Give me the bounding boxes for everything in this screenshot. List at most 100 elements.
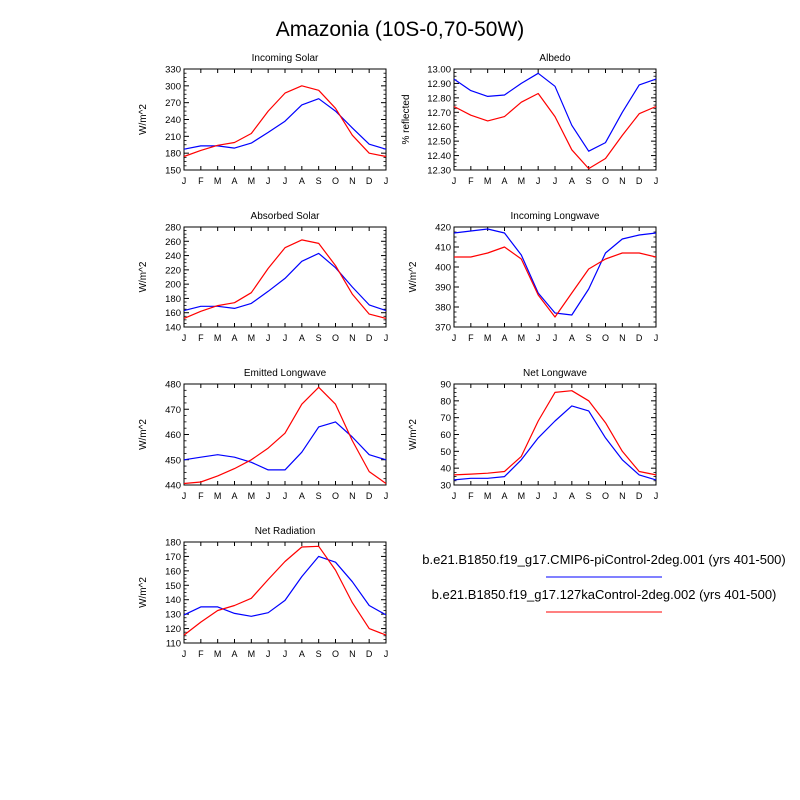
y-tick-label: 450 — [165, 455, 181, 466]
x-tick-label: J — [452, 491, 457, 501]
y-tick-label: 180 — [165, 149, 181, 160]
x-tick-label: J — [536, 176, 541, 186]
y-tick-label: 90 — [440, 380, 451, 391]
x-tick-label: J — [536, 333, 541, 343]
y-tick-label: 170 — [165, 552, 181, 563]
x-tick-label: S — [586, 491, 592, 501]
y-tick-label: 180 — [165, 294, 181, 305]
y-tick-label: 12.70 — [427, 108, 451, 119]
y-tick-label: 12.60 — [427, 122, 451, 133]
x-tick-label: J — [654, 491, 659, 501]
legend-label-experiment: b.e21.B1850.f19_g17.127kaControl-2deg.00… — [432, 587, 777, 602]
x-tick-label: O — [332, 176, 339, 186]
x-tick-label: D — [366, 491, 373, 501]
y-tick-label: 30 — [440, 481, 451, 492]
y-tick-label: 330 — [165, 65, 181, 76]
x-tick-label: J — [283, 176, 288, 186]
plot-frame — [183, 226, 387, 328]
panel-title: Absorbed Solar — [251, 211, 321, 222]
x-tick-label: A — [231, 333, 237, 343]
panel-title: Incoming Longwave — [511, 211, 600, 222]
panel-title: Emitted Longwave — [244, 368, 327, 379]
x-tick-label: F — [468, 491, 474, 501]
x-tick-label: J — [266, 649, 271, 659]
x-tick-label: J — [553, 333, 558, 343]
x-tick-label: M — [484, 333, 492, 343]
y-tick-label: 400 — [435, 263, 451, 274]
y-axis-label: W/m^2 — [138, 577, 149, 608]
x-tick-label: O — [602, 491, 609, 501]
panel-title: Albedo — [539, 53, 571, 64]
series-line-experiment — [453, 92, 657, 170]
x-tick-label: A — [501, 333, 507, 343]
y-tick-label: 220 — [165, 265, 181, 276]
y-tick-label: 200 — [165, 280, 181, 291]
x-tick-label: J — [182, 333, 187, 343]
x-tick-label: D — [366, 649, 373, 659]
y-tick-label: 13.00 — [427, 65, 451, 76]
x-tick-label: J — [452, 333, 457, 343]
x-tick-label: S — [316, 491, 322, 501]
x-tick-label: J — [182, 176, 187, 186]
x-tick-label: M — [518, 491, 526, 501]
x-tick-label: O — [332, 333, 339, 343]
y-tick-label: 12.50 — [427, 137, 451, 148]
y-tick-label: 460 — [165, 430, 181, 441]
legend: b.e21.B1850.f19_g17.CMIP6-piControl-2deg… — [422, 552, 786, 613]
x-tick-label: J — [384, 176, 389, 186]
y-tick-label: 110 — [166, 639, 181, 650]
x-tick-label: M — [484, 491, 492, 501]
y-axis-label: W/m^2 — [138, 419, 149, 450]
panel-title: Net Radiation — [255, 526, 316, 537]
y-tick-label: 480 — [165, 380, 181, 391]
plot-frame — [453, 383, 657, 486]
x-tick-label: J — [654, 176, 659, 186]
series-line-control — [453, 72, 657, 152]
x-tick-label: D — [636, 491, 643, 501]
x-tick-label: M — [518, 333, 526, 343]
x-tick-label: J — [283, 333, 288, 343]
y-tick-label: 80 — [440, 396, 451, 407]
y-tick-label: 160 — [165, 308, 181, 319]
x-tick-label: M — [248, 333, 256, 343]
y-tick-label: 130 — [165, 610, 181, 621]
x-tick-label: D — [636, 333, 643, 343]
x-tick-label: A — [299, 176, 305, 186]
y-tick-label: 440 — [165, 481, 181, 492]
x-tick-label: J — [384, 333, 389, 343]
x-tick-label: J — [266, 176, 271, 186]
series-line-control — [183, 555, 387, 617]
panel-title: Incoming Solar — [252, 53, 319, 64]
x-tick-label: A — [501, 176, 507, 186]
y-tick-label: 410 — [435, 243, 451, 254]
x-tick-label: F — [198, 649, 204, 659]
x-tick-label: A — [569, 333, 575, 343]
series-line-experiment — [183, 85, 387, 158]
y-axis-label: W/m^2 — [408, 261, 419, 292]
y-tick-label: 150 — [165, 581, 181, 592]
y-tick-label: 140 — [165, 595, 181, 606]
x-tick-label: N — [619, 491, 626, 501]
x-tick-label: J — [283, 649, 288, 659]
x-tick-label: F — [198, 491, 204, 501]
x-tick-label: F — [468, 333, 474, 343]
x-tick-label: D — [366, 333, 373, 343]
series-line-experiment — [183, 545, 387, 636]
y-tick-label: 180 — [165, 538, 181, 549]
y-tick-label: 300 — [165, 81, 181, 92]
x-tick-label: J — [182, 649, 187, 659]
y-tick-label: 240 — [165, 251, 181, 262]
series-line-experiment — [454, 246, 657, 318]
series-line-control — [453, 405, 657, 481]
y-tick-label: 12.90 — [427, 79, 451, 90]
y-tick-label: 12.80 — [427, 93, 451, 104]
y-tick-label: 390 — [435, 283, 451, 294]
series-line-experiment — [183, 239, 387, 319]
x-tick-label: A — [299, 491, 305, 501]
x-tick-label: S — [316, 333, 322, 343]
x-tick-label: A — [299, 649, 305, 659]
y-tick-label: 270 — [165, 98, 181, 109]
y-axis-label: W/m^2 — [408, 419, 419, 450]
